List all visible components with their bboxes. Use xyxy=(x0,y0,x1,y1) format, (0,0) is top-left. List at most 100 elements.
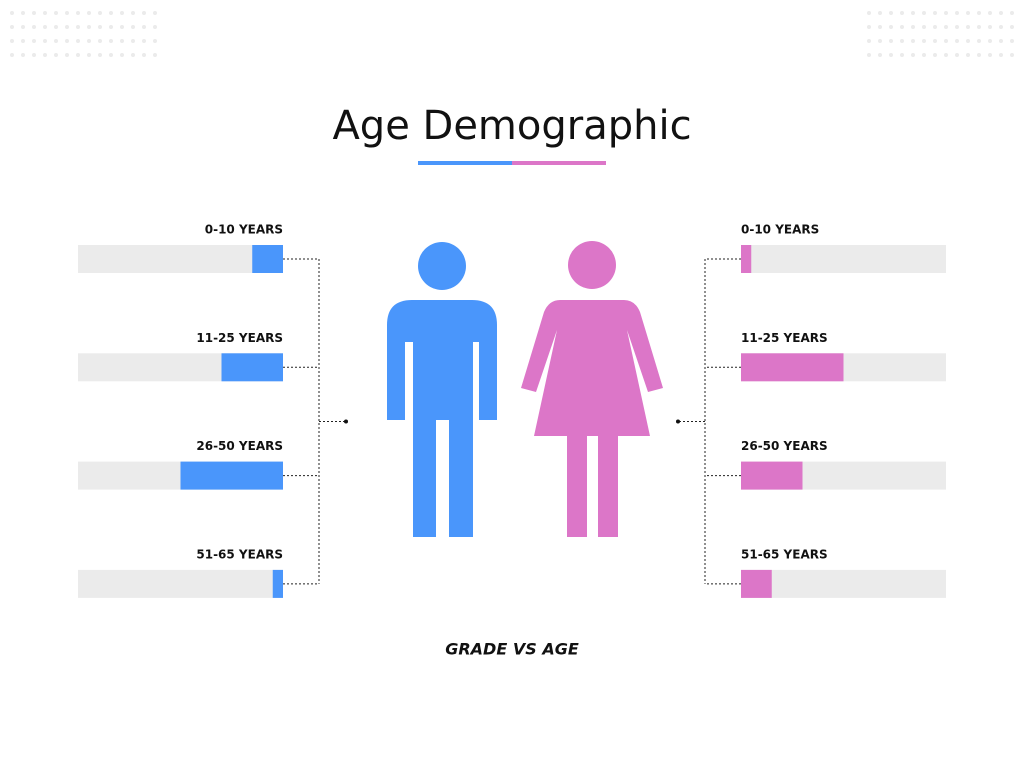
dot xyxy=(944,39,948,43)
dot xyxy=(988,25,992,29)
dot xyxy=(54,39,58,43)
dot xyxy=(988,39,992,43)
dot xyxy=(889,39,893,43)
category-label: 0-10 YEARS xyxy=(741,223,819,237)
category-label: 11-25 YEARS xyxy=(741,331,828,345)
dot xyxy=(65,11,69,15)
dot xyxy=(955,39,959,43)
dot xyxy=(977,53,981,57)
dot xyxy=(10,11,14,15)
bar-track xyxy=(78,245,283,273)
dot xyxy=(922,25,926,29)
dot xyxy=(1010,53,1014,57)
dot xyxy=(988,11,992,15)
dot xyxy=(10,53,14,57)
dot xyxy=(32,53,36,57)
bar xyxy=(180,461,283,490)
dot xyxy=(76,53,80,57)
dot xyxy=(65,25,69,29)
dot xyxy=(153,25,157,29)
dot xyxy=(867,53,871,57)
dot xyxy=(120,25,124,29)
decoration xyxy=(10,11,1014,57)
dot xyxy=(999,53,1003,57)
bar xyxy=(741,353,844,382)
dot xyxy=(1010,25,1014,29)
dot xyxy=(955,25,959,29)
dot xyxy=(32,25,36,29)
bar xyxy=(741,245,752,273)
dot xyxy=(142,53,146,57)
dot xyxy=(922,53,926,57)
dot xyxy=(21,25,25,29)
dot xyxy=(32,39,36,43)
dot xyxy=(54,11,58,15)
dot xyxy=(76,39,80,43)
dot xyxy=(120,39,124,43)
dot xyxy=(153,39,157,43)
dot xyxy=(87,39,91,43)
dot xyxy=(43,25,47,29)
dot xyxy=(933,53,937,57)
dot xyxy=(43,11,47,15)
bar xyxy=(741,461,803,490)
bar xyxy=(221,353,283,382)
dot xyxy=(999,25,1003,29)
x-axis-label: GRADE VS AGE xyxy=(445,640,579,659)
dot xyxy=(977,25,981,29)
dot xyxy=(933,11,937,15)
dot xyxy=(10,39,14,43)
dot xyxy=(32,11,36,15)
dot xyxy=(999,39,1003,43)
bar xyxy=(252,245,283,273)
dot xyxy=(1010,39,1014,43)
dot xyxy=(98,11,102,15)
dot xyxy=(65,53,69,57)
dot xyxy=(109,11,113,15)
dot xyxy=(21,39,25,43)
dot xyxy=(98,53,102,57)
dot xyxy=(867,39,871,43)
dot xyxy=(922,39,926,43)
dot xyxy=(109,39,113,43)
dot xyxy=(98,25,102,29)
category-label: 51-65 YEARS xyxy=(741,547,828,561)
dot xyxy=(142,39,146,43)
dot xyxy=(87,53,91,57)
dot xyxy=(988,53,992,57)
dot xyxy=(955,11,959,15)
dot xyxy=(131,39,135,43)
dot xyxy=(878,53,882,57)
dot xyxy=(878,11,882,15)
connector-dot xyxy=(676,419,680,424)
dot xyxy=(889,53,893,57)
dot xyxy=(944,11,948,15)
dot xyxy=(900,11,904,15)
male-figure xyxy=(387,242,497,537)
dot xyxy=(955,53,959,57)
dot xyxy=(999,11,1003,15)
bar xyxy=(272,569,283,598)
dot xyxy=(900,39,904,43)
category-label: 26-50 YEARS xyxy=(196,439,283,453)
dot xyxy=(966,53,970,57)
bar-track xyxy=(741,245,946,273)
dot xyxy=(944,53,948,57)
dot xyxy=(933,39,937,43)
category-label: 11-25 YEARS xyxy=(196,331,283,345)
dot xyxy=(54,53,58,57)
dot xyxy=(878,39,882,43)
dot xyxy=(966,39,970,43)
dot xyxy=(1010,11,1014,15)
bar-track xyxy=(741,569,946,598)
category-label: 26-50 YEARS xyxy=(741,439,828,453)
dot xyxy=(87,11,91,15)
dot xyxy=(76,25,80,29)
dot xyxy=(944,25,948,29)
dot xyxy=(43,53,47,57)
connector-dot xyxy=(344,419,348,424)
dot xyxy=(54,25,58,29)
dot xyxy=(878,25,882,29)
dot xyxy=(142,11,146,15)
